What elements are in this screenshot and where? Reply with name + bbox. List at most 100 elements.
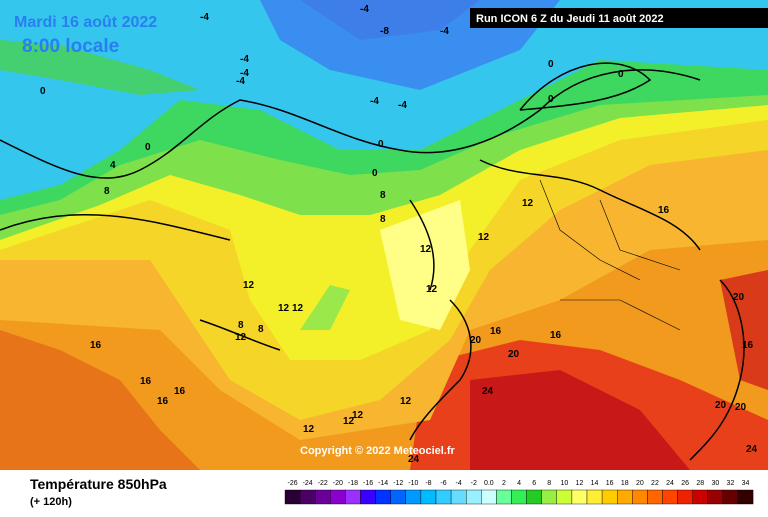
contour-label: 8 [380,214,386,225]
contour-label: 16 [174,386,186,397]
scale-swatch [405,489,422,505]
scale-label: -4 [456,480,462,487]
scale-label: 2 [502,480,506,487]
contour-label: 12 [478,232,490,243]
contour-label: -4 [370,96,379,107]
contour-label: 16 [140,376,152,387]
contour-label: -4 [240,68,249,79]
contour-label: 12 [420,244,432,255]
scale-label: 8 [547,480,551,487]
contour-label: 20 [508,349,520,360]
scale-label: -16 [363,480,373,487]
scale-swatch [707,489,724,505]
scale-label: 16 [606,480,614,487]
scale-label: -24 [303,480,313,487]
scale-label: 12 [576,480,584,487]
temp-zone [0,0,768,200]
scale-label: 24 [666,480,674,487]
run-banner [470,8,768,28]
contour-label: 4 [110,160,116,171]
valid-date: Mardi 16 août 2022 [14,14,157,31]
contour-label: 12 [243,280,255,291]
scale-swatch [466,489,482,505]
temp-zone [300,0,480,40]
color-scale: -26 -24 -22 -20 -18 -16 -14 -12 -10 -8 -6 -4 -2 0.0 2 4… [284,480,754,505]
contour-label: 24 [408,454,420,465]
contour-label: 12 [278,303,290,314]
contour-label: 24 [746,444,758,455]
contour-label: -8 [380,26,389,37]
scale-label: 14 [591,480,599,487]
contour-label: 16 [742,340,754,351]
contour-label: 0 [372,168,378,179]
scale-label: 20 [636,480,644,487]
contour-label: 20 [733,292,745,303]
scale-swatch [677,489,693,505]
scale-label: -6 [440,480,446,487]
contour-label: 0 [548,59,554,70]
temp-zone [0,40,200,95]
scale-swatch [360,489,376,505]
scale-swatch [496,489,512,505]
scale-swatch [662,489,678,505]
contour-label: 0 [40,86,46,97]
scale-swatch [617,489,633,505]
contour-label: -4 [240,54,249,65]
scale-label: 0.0 [484,480,494,487]
contour-label: -4 [360,4,369,15]
contour-label: 8 [258,324,264,335]
contour-label: -4 [440,26,449,37]
temp-zone [300,285,350,330]
scale-label: -20 [333,480,343,487]
scale-swatch [556,489,573,505]
contour-label: 0 [145,142,151,153]
temp-zone [470,370,690,470]
contour-label: 12 [235,332,247,343]
contour-label: 16 [550,330,562,341]
scale-label: 32 [727,480,735,487]
scale-swatch [601,489,618,505]
contour-label: 0 [618,69,624,80]
scale-label: 26 [681,480,689,487]
scale-swatch [692,489,709,505]
contour-label: 20 [470,335,482,346]
contour-label: 12 [352,410,364,421]
scale-swatch [541,489,558,505]
scale-swatch [586,489,603,505]
scale-swatch [481,489,497,505]
scale-label: 22 [651,480,659,487]
scale-swatch [299,489,316,505]
scale-label: 30 [711,480,719,487]
contour-label: 12 [303,424,315,435]
scale-swatch [315,489,331,505]
scale-swatch [450,489,467,505]
contour-label: 24 [482,386,494,397]
scale-label: 4 [517,480,521,487]
scale-swatch [632,489,648,505]
contour-label: 0 [378,139,384,150]
temp-zone [720,270,768,390]
scale-label: -26 [287,480,297,487]
scale-swatch [345,489,361,505]
scale-label: -12 [393,480,403,487]
contour-label: 12 [400,396,412,407]
scale-swatch [435,489,452,505]
scale-swatch [375,489,391,505]
scale-swatch [330,489,346,505]
run-info: Run ICON 6 Z du Jeudi 11 août 2022 [476,13,664,25]
scale-swatch [571,489,588,505]
contour-label: 8 [104,186,110,197]
coastlines [0,62,745,461]
scale-swatch [420,489,437,505]
scale-swatch [526,489,542,505]
contour-label: 16 [90,340,102,351]
scale-swatch [722,489,739,505]
scale-label: 18 [621,480,629,487]
scale-label: 28 [696,480,704,487]
scale-swatch [511,489,527,505]
scale-swatch [390,489,407,505]
contour-label: -4 [236,76,245,87]
scale-label: -10 [408,480,418,487]
